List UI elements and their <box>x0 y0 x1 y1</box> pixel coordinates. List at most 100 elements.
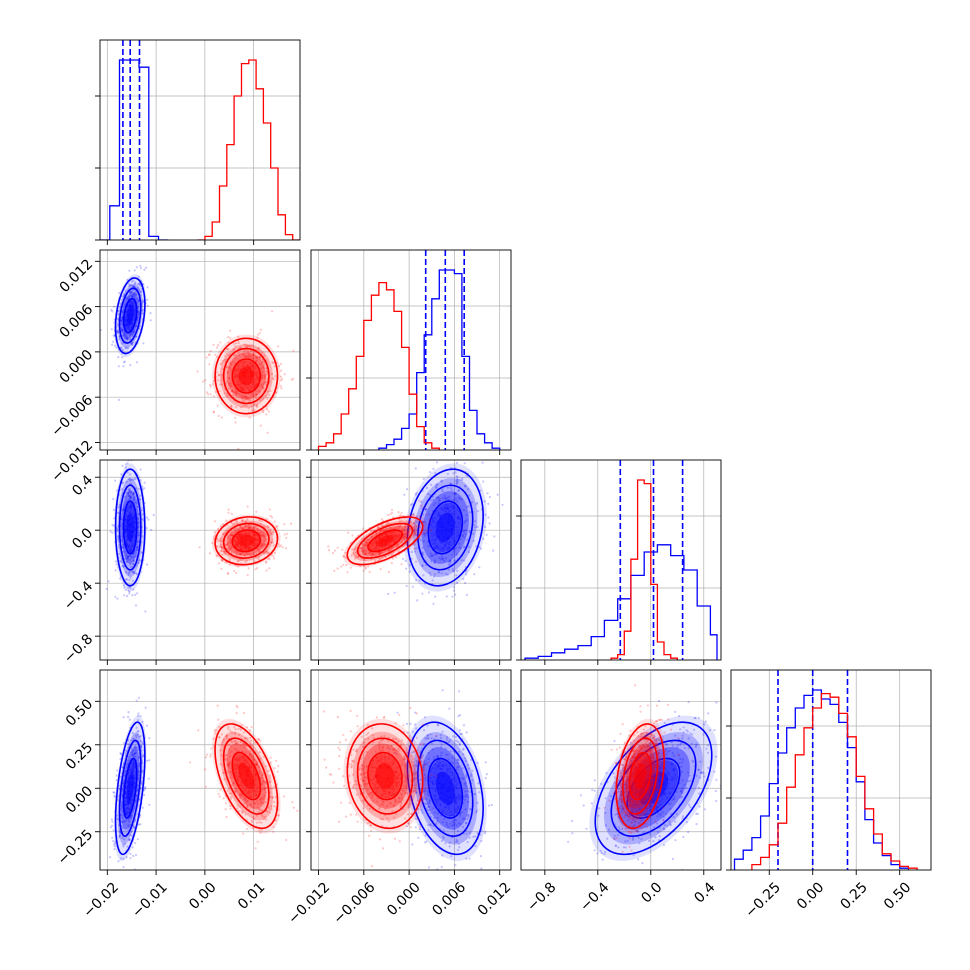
red-sample-point <box>257 347 260 350</box>
red-sample-point <box>233 540 236 543</box>
red-sample-point <box>361 527 365 530</box>
red-sample-point <box>269 528 272 531</box>
blue-sample-point <box>141 513 144 516</box>
red-sample-point <box>394 540 397 543</box>
red-sample-point <box>234 764 237 767</box>
blue-sample-point <box>126 542 129 546</box>
red-sample-point <box>407 531 410 534</box>
red-sample-point <box>219 763 222 766</box>
red-sample-point <box>261 361 264 364</box>
blue-sample-point <box>426 734 429 738</box>
blue-sample-point <box>125 540 128 543</box>
red-sample-point <box>234 421 237 424</box>
blue-sample-point <box>436 765 439 768</box>
red-sample-point <box>234 767 237 771</box>
red-sample-point <box>220 416 223 419</box>
blue-sample-point <box>132 513 135 516</box>
red-sample-point <box>244 355 247 358</box>
red-sample-point <box>261 774 264 777</box>
red-sample-point <box>258 356 261 359</box>
blue-sample-point <box>448 845 451 848</box>
blue-sample-point <box>127 296 130 299</box>
red-sample-point <box>254 778 257 781</box>
red-sample-point <box>369 552 372 555</box>
red-sample-point <box>220 545 223 549</box>
red-sample-point <box>228 548 231 551</box>
blue-sample-point <box>125 812 128 815</box>
blue-sample-point <box>466 817 469 821</box>
blue-sample-point <box>448 563 451 567</box>
red-sample-point <box>415 525 418 528</box>
blue-sample-point <box>415 547 418 550</box>
blue-sample-point <box>429 471 432 474</box>
red-sample-point <box>240 545 243 548</box>
blue-sample-point <box>459 547 462 550</box>
blue-sample-point <box>129 332 132 335</box>
red-sample-point <box>367 565 370 568</box>
red-sample-point <box>253 758 256 761</box>
blue-sample-point <box>441 490 444 493</box>
blue-sample-point <box>458 743 461 747</box>
red-sample-point <box>248 766 251 769</box>
blue-sample-point <box>129 291 132 294</box>
blue-sample-point <box>137 823 140 826</box>
blue-sample-point <box>412 789 415 792</box>
blue-sample-point <box>448 841 451 844</box>
blue-sample-point <box>438 515 441 518</box>
red-sample-point <box>229 739 233 743</box>
blue-sample-point <box>453 818 456 822</box>
blue-sample-point <box>129 556 133 559</box>
red-sample-point <box>225 352 228 355</box>
red-sample-point <box>220 559 223 562</box>
red-sample-point <box>222 533 225 536</box>
blue-sample-point <box>451 595 454 598</box>
red-sample-point <box>239 740 242 744</box>
blue-sample-point <box>136 549 139 552</box>
red-sample-point <box>403 533 406 536</box>
red-sample-point <box>239 346 242 349</box>
blue-sample-point <box>461 811 464 814</box>
red-sample-point <box>237 381 241 384</box>
blue-sample-point <box>133 524 136 527</box>
blue-sample-point <box>463 782 466 786</box>
blue-sample-point <box>442 835 445 838</box>
red-sample-point <box>242 388 245 391</box>
red-sample-point <box>379 568 382 571</box>
blue-sample-point <box>458 478 461 481</box>
blue-sample-point <box>131 511 134 514</box>
blue-sample-point <box>110 818 113 821</box>
blue-sample-point <box>456 477 459 481</box>
red-sample-point <box>370 544 373 548</box>
blue-sample-point <box>452 505 455 508</box>
red-sample-point <box>379 552 382 555</box>
blue-sample-point <box>432 519 435 522</box>
blue-sample-point <box>121 348 124 351</box>
red-sample-point <box>231 741 234 744</box>
blue-sample-point <box>428 776 431 779</box>
red-sample-point <box>267 526 270 529</box>
red-sample-point <box>246 574 249 577</box>
red-sample-point <box>361 537 364 540</box>
blue-contour <box>122 297 138 334</box>
blue-sample-point <box>130 767 133 770</box>
red-sample-point <box>368 551 371 554</box>
blue-sample-point <box>124 334 127 337</box>
blue-sample-point <box>129 547 132 551</box>
blue-sample-point <box>131 304 134 307</box>
blue-sample-point <box>415 759 418 763</box>
red-sample-point <box>237 533 240 536</box>
red-sample-point <box>243 547 246 550</box>
blue-sample-point <box>133 535 136 539</box>
red-sample-point <box>255 538 258 541</box>
red-sample-point <box>271 538 274 541</box>
red-sample-point <box>236 706 239 709</box>
blue-sample-point <box>128 768 131 771</box>
red-sample-point <box>351 548 354 551</box>
blue-sample-point <box>146 298 149 301</box>
blue-sample-point <box>455 838 458 841</box>
red-sample-point <box>260 530 263 533</box>
red-sample-point <box>245 827 249 831</box>
blue-sample-point <box>115 774 118 777</box>
blue-sample-point <box>444 842 447 845</box>
blue-contour <box>406 721 484 856</box>
